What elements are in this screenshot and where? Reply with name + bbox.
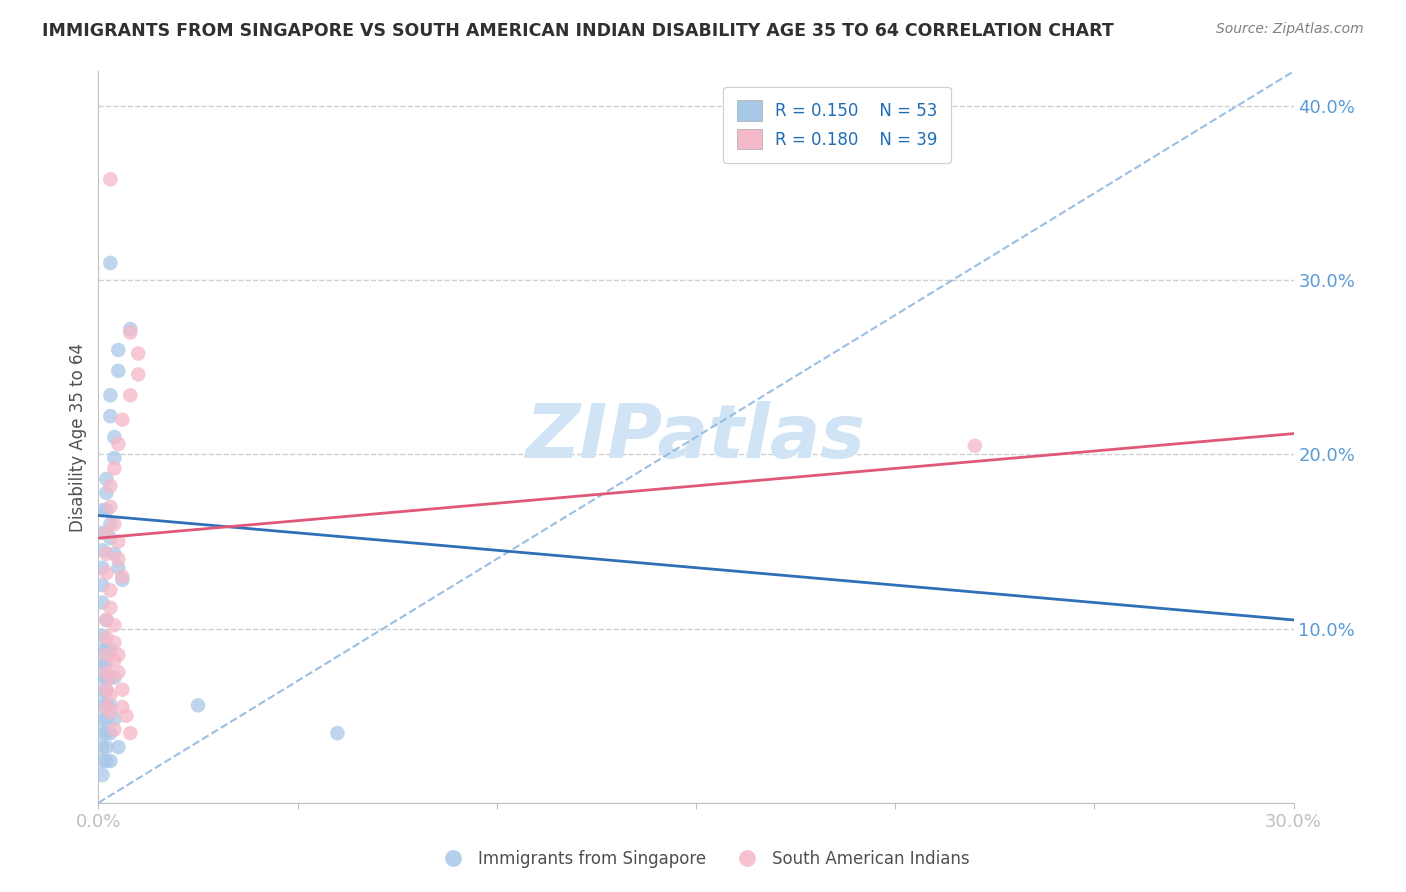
- Point: [120, 726, 142, 740]
- Point: [100, 600, 122, 615]
- Point: [100, 172, 122, 186]
- Point: [100, 256, 122, 270]
- Point: [96, 613, 118, 627]
- Point: [96, 631, 118, 645]
- Y-axis label: Disability Age 35 to 64: Disability Age 35 to 64: [69, 343, 87, 532]
- Point: [91, 698, 114, 713]
- Point: [91, 726, 114, 740]
- Point: [91, 754, 114, 768]
- Point: [91, 684, 114, 698]
- Point: [100, 698, 122, 713]
- Point: [326, 726, 349, 740]
- Text: IMMIGRANTS FROM SINGAPORE VS SOUTH AMERICAN INDIAN DISABILITY AGE 35 TO 64 CORRE: IMMIGRANTS FROM SINGAPORE VS SOUTH AMERI…: [42, 22, 1114, 40]
- Point: [127, 368, 149, 382]
- Point: [103, 723, 125, 737]
- Point: [96, 740, 118, 755]
- Point: [96, 485, 118, 500]
- Point: [107, 343, 129, 357]
- Point: [96, 525, 118, 540]
- Point: [91, 657, 114, 671]
- Point: [91, 503, 114, 517]
- Point: [100, 517, 122, 532]
- Point: [103, 517, 125, 532]
- Point: [91, 525, 114, 540]
- Legend: R = 0.150    N = 53, R = 0.180    N = 39: R = 0.150 N = 53, R = 0.180 N = 39: [723, 87, 950, 162]
- Point: [91, 560, 114, 574]
- Point: [127, 346, 149, 360]
- Point: [91, 712, 114, 726]
- Point: [100, 726, 122, 740]
- Point: [96, 698, 118, 713]
- Point: [103, 712, 125, 726]
- Legend: Immigrants from Singapore, South American Indians: Immigrants from Singapore, South America…: [429, 844, 977, 875]
- Point: [96, 665, 118, 680]
- Point: [96, 712, 118, 726]
- Point: [107, 552, 129, 566]
- Point: [96, 754, 118, 768]
- Point: [963, 439, 986, 453]
- Point: [111, 569, 134, 583]
- Point: [96, 684, 118, 698]
- Point: [100, 670, 122, 684]
- Point: [91, 642, 114, 657]
- Point: [91, 629, 114, 643]
- Point: [100, 388, 122, 402]
- Point: [103, 450, 125, 465]
- Point: [100, 583, 122, 598]
- Point: [91, 595, 114, 609]
- Point: [100, 479, 122, 493]
- Point: [100, 500, 122, 514]
- Point: [96, 648, 118, 662]
- Point: [111, 573, 134, 587]
- Point: [100, 754, 122, 768]
- Point: [91, 768, 114, 782]
- Point: [96, 670, 118, 684]
- Point: [91, 670, 114, 684]
- Point: [111, 682, 134, 697]
- Point: [103, 670, 125, 684]
- Point: [107, 740, 129, 755]
- Point: [96, 547, 118, 561]
- Text: ZIPatlas: ZIPatlas: [526, 401, 866, 474]
- Point: [107, 560, 129, 574]
- Point: [100, 531, 122, 545]
- Point: [107, 364, 129, 378]
- Point: [115, 708, 138, 723]
- Point: [107, 665, 129, 680]
- Point: [100, 642, 122, 657]
- Point: [107, 534, 129, 549]
- Point: [96, 657, 118, 671]
- Point: [91, 740, 114, 755]
- Point: [96, 503, 118, 517]
- Point: [107, 437, 129, 451]
- Point: [111, 412, 134, 426]
- Point: [120, 388, 142, 402]
- Point: [120, 326, 142, 340]
- Point: [96, 472, 118, 486]
- Point: [96, 726, 118, 740]
- Point: [103, 618, 125, 632]
- Point: [103, 547, 125, 561]
- Point: [107, 648, 129, 662]
- Point: [96, 613, 118, 627]
- Point: [100, 705, 122, 719]
- Point: [91, 578, 114, 592]
- Point: [120, 322, 142, 336]
- Point: [96, 682, 118, 697]
- Text: Source: ZipAtlas.com: Source: ZipAtlas.com: [1216, 22, 1364, 37]
- Point: [100, 409, 122, 424]
- Point: [111, 700, 134, 714]
- Point: [103, 430, 125, 444]
- Point: [103, 635, 125, 649]
- Point: [96, 566, 118, 580]
- Point: [96, 700, 118, 714]
- Point: [103, 461, 125, 475]
- Point: [100, 688, 122, 702]
- Point: [91, 543, 114, 558]
- Point: [103, 653, 125, 667]
- Point: [100, 670, 122, 684]
- Point: [96, 642, 118, 657]
- Point: [187, 698, 209, 713]
